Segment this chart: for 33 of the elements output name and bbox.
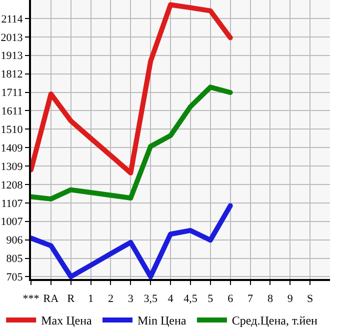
legend-label: Min Цена <box>138 314 187 328</box>
y-tick-label: 805 <box>6 253 24 266</box>
y-tick-label: 1107 <box>1 198 24 210</box>
x-tick-label: R <box>67 293 76 306</box>
x-tick-label: 7 <box>248 293 254 306</box>
x-tick-label: 1 <box>88 293 94 306</box>
y-tick-label: 705 <box>6 271 24 284</box>
x-tick-label: 8 <box>267 293 274 306</box>
x-tick-label: 2 <box>108 293 114 306</box>
x-tick-label: *** <box>22 293 40 306</box>
y-tick-label: 1409 <box>0 142 24 154</box>
x-tick-label: 4 <box>168 293 174 306</box>
legend-label: Сред.Цена, т.йен <box>232 314 318 328</box>
legend-label: Max Цена <box>41 314 93 328</box>
y-tick-label: 1007 <box>0 216 24 228</box>
y-tick-label: 1309 <box>0 160 24 173</box>
x-tick-label: S <box>307 293 314 306</box>
y-tick-label: 906 <box>6 234 24 247</box>
x-tick-label: 3,5 <box>144 293 158 306</box>
y-tick-label: 1611 <box>1 106 23 118</box>
y-tick-label: 1913 <box>0 50 24 62</box>
x-tick-label: 6 <box>228 293 234 306</box>
y-tick-label: 2114 <box>1 13 24 26</box>
x-tick-label: 5 <box>208 293 214 306</box>
y-tick-label: 1208 <box>0 179 24 192</box>
y-tick-label: 1812 <box>0 68 23 81</box>
y-tick-label: 1510 <box>0 124 24 136</box>
x-tick-label: RA <box>43 293 59 306</box>
x-tick-label: 4,5 <box>184 293 198 306</box>
x-tick-label: 3 <box>128 293 134 306</box>
y-tick-label: 1711 <box>1 87 23 100</box>
y-tick-label: 2013 <box>0 32 24 44</box>
x-tick-label: 9 <box>287 293 294 306</box>
